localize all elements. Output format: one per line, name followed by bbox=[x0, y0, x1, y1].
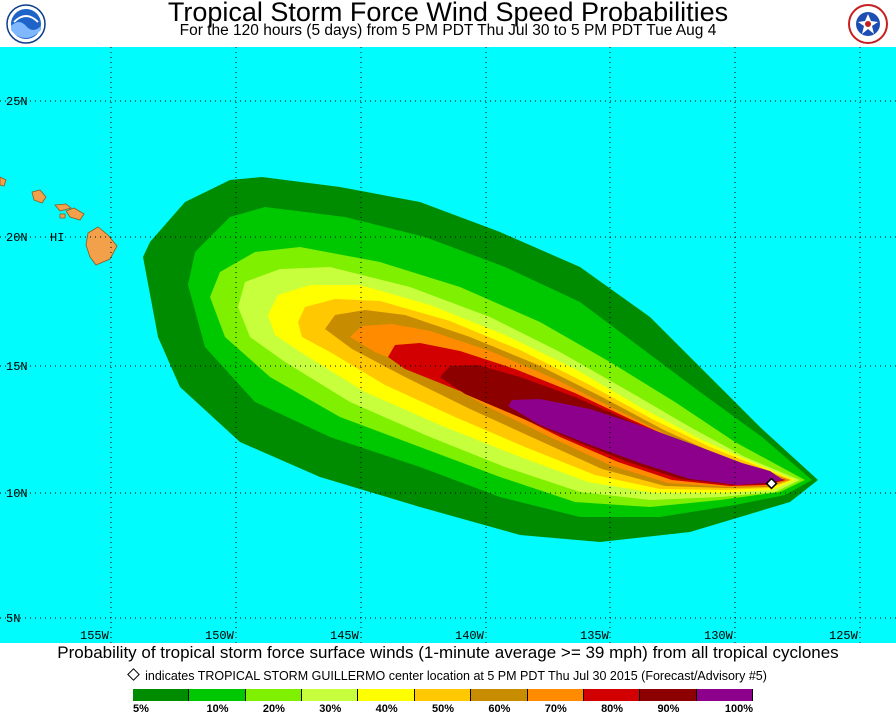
lat-label-25n: 25N bbox=[6, 95, 28, 109]
lat-label-15n: 15N bbox=[6, 360, 28, 374]
island-lanai bbox=[59, 213, 66, 219]
probability-bands bbox=[143, 177, 818, 542]
storm-marker-note: indicates TROPICAL STORM GUILLERMO cente… bbox=[0, 668, 896, 684]
lon-label-145w: 145W bbox=[330, 629, 360, 643]
place-label-hawaii: HI bbox=[50, 231, 64, 245]
legend-label-7: 70% bbox=[544, 703, 567, 715]
legend-swatch-9 bbox=[640, 689, 697, 701]
legend-label-5: 50% bbox=[431, 703, 455, 715]
legend-swatch-5 bbox=[414, 689, 472, 701]
map-caption: Probability of tropical storm force surf… bbox=[57, 643, 839, 662]
diamond-icon bbox=[127, 668, 140, 681]
island-maui bbox=[65, 207, 85, 221]
legend-swatch-6 bbox=[471, 689, 528, 701]
legend-swatch-0 bbox=[133, 689, 190, 701]
island-oahu bbox=[31, 189, 47, 204]
legend-label-1: 10% bbox=[206, 703, 229, 715]
legend-swatch-1 bbox=[189, 689, 246, 701]
lon-label-130w: 130W bbox=[704, 629, 734, 643]
legend-label-0: 5% bbox=[133, 703, 149, 715]
lon-label-135w: 135W bbox=[580, 629, 610, 643]
lat-label-10n: 10N bbox=[6, 487, 28, 501]
probability-legend bbox=[133, 689, 753, 701]
legend-swatch-8 bbox=[583, 689, 641, 701]
storm-center-marker bbox=[765, 477, 778, 490]
legend-swatch-2 bbox=[245, 689, 303, 701]
noaa-logo-icon bbox=[6, 4, 46, 44]
lon-label-155w: 155W bbox=[80, 629, 110, 643]
island-kauai bbox=[0, 176, 7, 187]
probability-map-canvas: 25N 20N 15N 10N 5N 155W 150W 145W 140W 1… bbox=[0, 47, 896, 643]
island-hawaii bbox=[85, 226, 118, 266]
longitude-labels: 155W 150W 145W 140W 135W 130W 125W bbox=[80, 629, 859, 643]
national-weather-service-logo-icon bbox=[848, 4, 888, 44]
legend-label-10: 100% bbox=[724, 703, 754, 715]
page-subtitle: For the 120 hours (5 days) from 5 PM PDT… bbox=[179, 22, 717, 39]
lat-label-5n: 5N bbox=[6, 612, 20, 626]
legend-label-4: 40% bbox=[375, 703, 398, 715]
lon-label-140w: 140W bbox=[455, 629, 485, 643]
legend-label-3: 30% bbox=[319, 703, 342, 715]
legend-label-8: 80% bbox=[601, 703, 624, 715]
page-title: Tropical Storm Force Wind Speed Probabil… bbox=[167, 0, 729, 27]
band-100-percent bbox=[508, 399, 783, 485]
legend-swatch-3 bbox=[302, 689, 359, 701]
legend-swatch-7 bbox=[527, 689, 584, 701]
probability-legend-labels: 5% 10% 20% 30% 40% 50% 60% 70% 80% 90% 100% bbox=[0, 703, 896, 716]
storm-marker-note-text: indicates TROPICAL STORM GUILLERMO cente… bbox=[145, 669, 767, 683]
lat-label-20n: 20N bbox=[6, 231, 28, 245]
legend-label-2: 20% bbox=[262, 703, 285, 715]
lon-label-125w: 125W bbox=[829, 629, 859, 643]
legend-label-6: 60% bbox=[488, 703, 511, 715]
legend-swatch-4 bbox=[358, 689, 415, 701]
legend-swatch-10 bbox=[696, 689, 753, 701]
lon-label-150w: 150W bbox=[205, 629, 235, 643]
latitude-labels: 25N 20N 15N 10N 5N bbox=[6, 95, 28, 626]
probability-map: 25N 20N 15N 10N 5N 155W 150W 145W 140W 1… bbox=[0, 47, 896, 643]
legend-label-9: 90% bbox=[657, 703, 680, 715]
island-molokai bbox=[54, 203, 72, 212]
hawaiian-islands bbox=[0, 176, 118, 266]
